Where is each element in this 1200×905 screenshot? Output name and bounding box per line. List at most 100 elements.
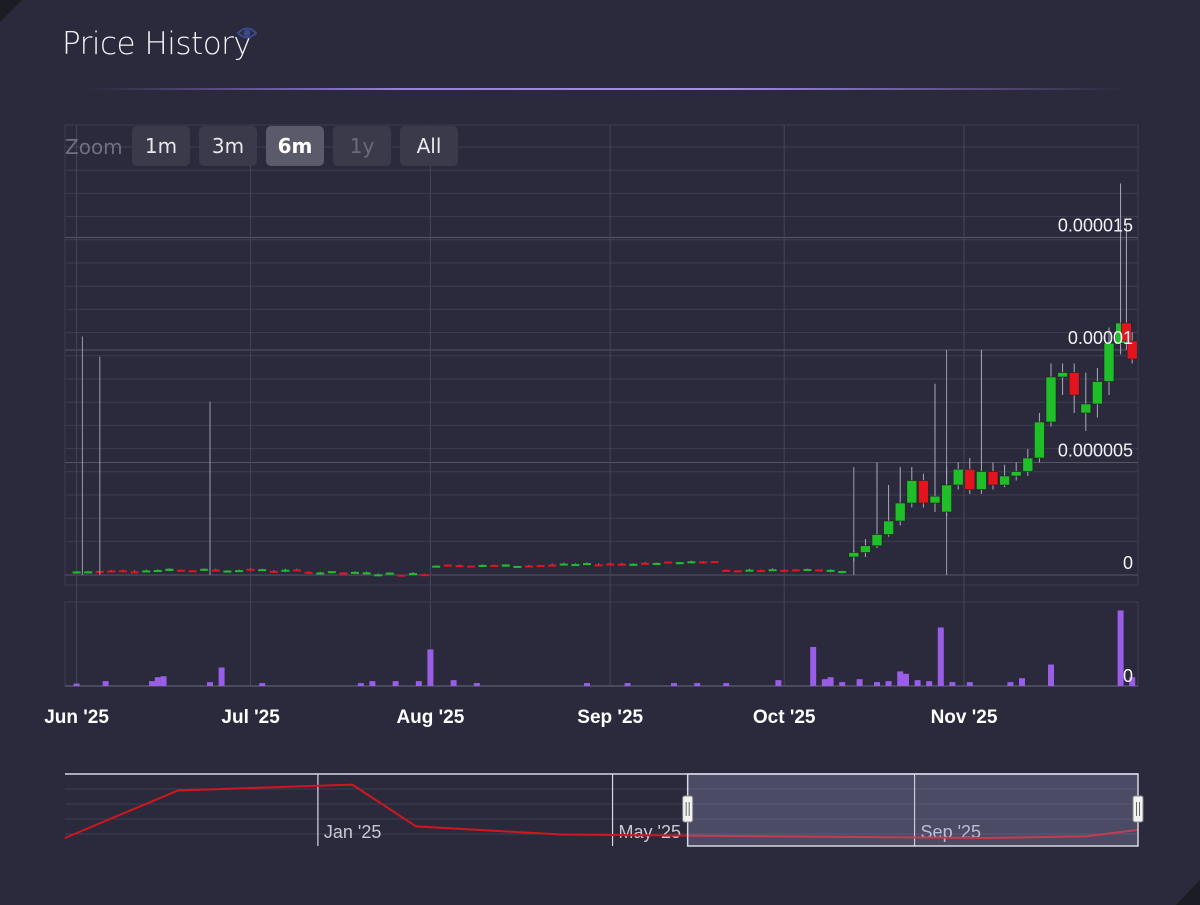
- volume-bar: [1019, 678, 1025, 686]
- x-tick-label: Sep '25: [577, 707, 643, 728]
- candle: [293, 569, 301, 572]
- volume-bar: [937, 627, 944, 686]
- volume-bar: [821, 679, 828, 686]
- candle: [525, 565, 533, 568]
- candle: [409, 573, 417, 576]
- navigator-selection[interactable]: [686, 773, 1139, 847]
- candle: [1057, 372, 1068, 378]
- volume-bar: [775, 680, 782, 686]
- volume-bar: [1007, 682, 1014, 686]
- candle: [130, 571, 139, 574]
- candle: [1045, 376, 1057, 423]
- candle: [826, 569, 835, 572]
- candle: [490, 564, 499, 567]
- volume-bar: [154, 677, 161, 686]
- candle: [223, 570, 232, 573]
- candle: [374, 574, 383, 577]
- volume-bar: [415, 681, 422, 686]
- candle: [606, 563, 615, 566]
- candle: [235, 570, 243, 573]
- volume-bar: [897, 671, 904, 686]
- x-tick-label: Jul '25: [221, 707, 280, 728]
- candle: [652, 562, 661, 565]
- x-tick-label: Oct '25: [753, 707, 816, 728]
- candle: [548, 564, 557, 567]
- handle-body: [1132, 795, 1144, 823]
- candle: [467, 565, 475, 568]
- zoom-1y-button[interactable]: 1y: [333, 126, 391, 166]
- volume-bar: [207, 682, 213, 686]
- volume-bar: [259, 683, 266, 686]
- navigator-tick-label: Jan '25: [324, 822, 381, 842]
- volume-bar: [694, 683, 701, 686]
- candle: [177, 569, 185, 572]
- candle: [583, 563, 591, 566]
- candle: [536, 565, 545, 568]
- volume-axis-label: 0: [1123, 666, 1133, 686]
- candle: [119, 570, 127, 573]
- candle: [1022, 457, 1034, 472]
- candle: [1010, 471, 1022, 477]
- candle: [860, 545, 871, 553]
- candle: [617, 563, 626, 566]
- candle: [745, 569, 754, 572]
- title-divider: [88, 88, 1128, 90]
- zoom-all-button[interactable]: All: [400, 126, 458, 166]
- candle: [883, 520, 894, 535]
- navigator-handle-left[interactable]: [682, 795, 694, 823]
- volume-bar: [392, 681, 399, 686]
- candle: [420, 574, 429, 577]
- candle: [443, 564, 452, 567]
- volume-bar: [369, 681, 376, 686]
- volume-bar: [73, 683, 80, 686]
- volume-bar: [949, 682, 956, 686]
- volume-bar: [827, 677, 834, 686]
- volume-bar: [839, 682, 846, 686]
- candle: [987, 471, 999, 486]
- candle: [594, 564, 603, 567]
- candle: [269, 570, 278, 573]
- candle: [871, 534, 883, 547]
- volume-bar: [102, 681, 109, 686]
- x-tick-label: Aug '25: [396, 707, 464, 728]
- candle: [84, 571, 93, 574]
- volume-bar: [926, 681, 933, 686]
- zoom-3m-button[interactable]: 3m: [199, 126, 257, 166]
- x-tick-label: Nov '25: [931, 707, 998, 728]
- candle: [687, 561, 696, 564]
- handle-body: [682, 795, 694, 823]
- zoom-1m-button[interactable]: 1m: [132, 126, 190, 166]
- candle: [848, 552, 860, 558]
- volume-bar: [1129, 677, 1136, 686]
- candle: [757, 570, 765, 573]
- candle: [722, 569, 731, 572]
- candle: [246, 568, 255, 571]
- candle: [641, 562, 649, 565]
- candle: [952, 468, 964, 486]
- y-tick-label: 0: [1123, 553, 1133, 573]
- candle: [432, 565, 441, 568]
- zoom-label: Zoom: [65, 135, 123, 159]
- volume-bar: [473, 683, 480, 686]
- candle: [803, 568, 812, 571]
- candle: [316, 572, 325, 575]
- candle: [397, 574, 406, 577]
- volume-bar: [885, 681, 892, 686]
- candle: [815, 569, 823, 572]
- navigator-handle-right[interactable]: [1132, 795, 1144, 823]
- candle: [941, 484, 952, 513]
- volume-bar: [218, 667, 225, 686]
- volume-bar: [1048, 664, 1054, 686]
- candle: [72, 571, 81, 574]
- candle: [906, 480, 918, 504]
- volume-bar: [427, 649, 434, 686]
- candle: [999, 475, 1010, 486]
- eye-icon[interactable]: [236, 22, 258, 44]
- volume-frame: [64, 601, 1139, 687]
- candle: [791, 569, 800, 572]
- candle: [733, 570, 742, 573]
- candle: [513, 565, 522, 568]
- volume-bar: [149, 681, 155, 686]
- candle: [385, 572, 394, 575]
- zoom-6m-button[interactable]: 6m: [266, 126, 324, 166]
